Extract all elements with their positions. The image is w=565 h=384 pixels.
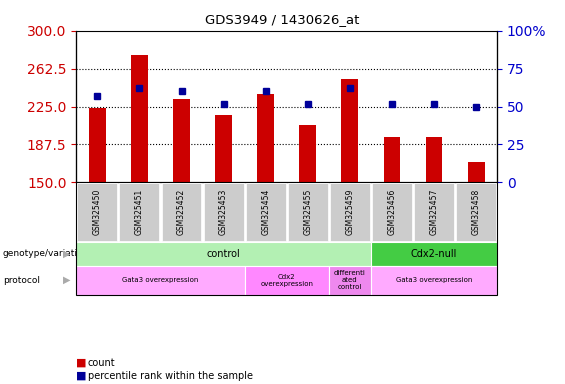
Text: GSM325459: GSM325459 — [345, 189, 354, 235]
Text: GDS3949 / 1430626_at: GDS3949 / 1430626_at — [205, 13, 360, 26]
Text: Gata3 overexpression: Gata3 overexpression — [396, 277, 472, 283]
Text: protocol: protocol — [3, 276, 40, 285]
Text: GSM325456: GSM325456 — [388, 189, 397, 235]
Bar — [384, 137, 401, 182]
Text: ■: ■ — [76, 371, 87, 381]
Text: GSM325457: GSM325457 — [429, 189, 438, 235]
Text: ▶: ▶ — [63, 249, 71, 259]
Bar — [131, 55, 148, 182]
Bar — [215, 115, 232, 182]
Text: Cdx2
overexpression: Cdx2 overexpression — [260, 274, 313, 286]
Text: GSM325455: GSM325455 — [303, 189, 312, 235]
Bar — [89, 108, 106, 182]
Text: GSM325454: GSM325454 — [261, 189, 270, 235]
Text: GSM325451: GSM325451 — [135, 189, 144, 235]
Text: genotype/variation: genotype/variation — [3, 249, 89, 258]
Bar — [341, 79, 358, 182]
Bar — [468, 162, 485, 182]
Text: GSM325458: GSM325458 — [472, 189, 481, 235]
Text: Cdx2-null: Cdx2-null — [411, 249, 457, 259]
Text: GSM325452: GSM325452 — [177, 189, 186, 235]
Bar — [425, 137, 442, 182]
Text: GSM325450: GSM325450 — [93, 189, 102, 235]
Text: count: count — [88, 358, 115, 368]
Text: Gata3 overexpression: Gata3 overexpression — [122, 277, 199, 283]
Text: ■: ■ — [76, 358, 87, 368]
Bar — [173, 99, 190, 182]
Text: percentile rank within the sample: percentile rank within the sample — [88, 371, 253, 381]
Text: differenti
ated
control: differenti ated control — [334, 270, 366, 290]
Text: GSM325453: GSM325453 — [219, 189, 228, 235]
Text: control: control — [207, 249, 241, 259]
Text: ▶: ▶ — [63, 275, 71, 285]
Bar — [299, 125, 316, 182]
Bar — [257, 94, 274, 182]
